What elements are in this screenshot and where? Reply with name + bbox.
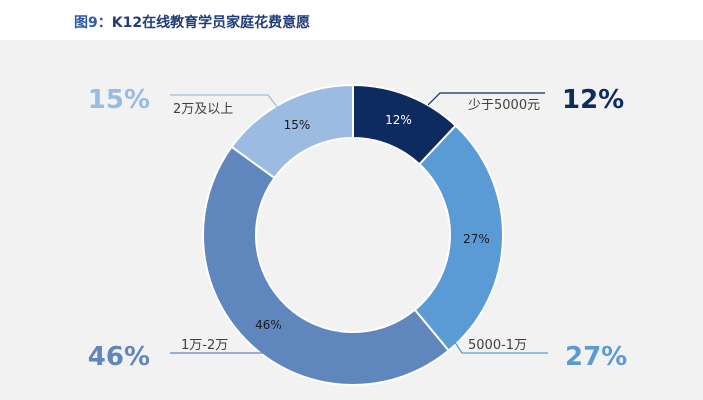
leader-line-less-than-5000 [427, 92, 545, 106]
chart-title: 图9：K12在线教育学员家庭花费意愿 [74, 12, 310, 32]
leader-line-20000-and-above [170, 94, 279, 109]
callout-value-10000-to-20000: 46% [88, 342, 150, 372]
slice-value-5000-to-10000: 27% [463, 232, 490, 246]
slice-value-10000-to-20000: 46% [255, 318, 282, 332]
category-label-10000-to-20000: 1万-2万 [181, 338, 228, 353]
chart-title-text: K12在线教育学员家庭花费意愿 [111, 15, 311, 31]
slice-value-less-than-5000: 12% [385, 113, 412, 127]
callout-value-5000-to-10000: 27% [565, 342, 627, 372]
slice-20000-and-above [230, 83, 354, 180]
figure-number: 图9： [74, 15, 112, 31]
leader-line-5000-to-10000 [446, 329, 548, 354]
callout-value-less-than-5000: 12% [562, 85, 624, 115]
category-label-5000-to-10000: 5000-1万 [468, 338, 527, 353]
callout-value-20000-and-above: 15% [88, 85, 150, 115]
slice-value-20000-and-above: 15% [284, 118, 311, 132]
leader-line-10000-to-20000 [170, 319, 283, 354]
category-label-20000-and-above: 2万及以上 [173, 102, 233, 117]
donut-labels: 12% 少于5000元 12% 27% 5000-1万 27% 46% 1万-2万 46% 15%… [88, 85, 627, 372]
category-label-less-than-5000: 少于5000元 [468, 98, 540, 113]
slice-10000-to-20000 [202, 145, 451, 386]
donut-slices [202, 83, 504, 386]
